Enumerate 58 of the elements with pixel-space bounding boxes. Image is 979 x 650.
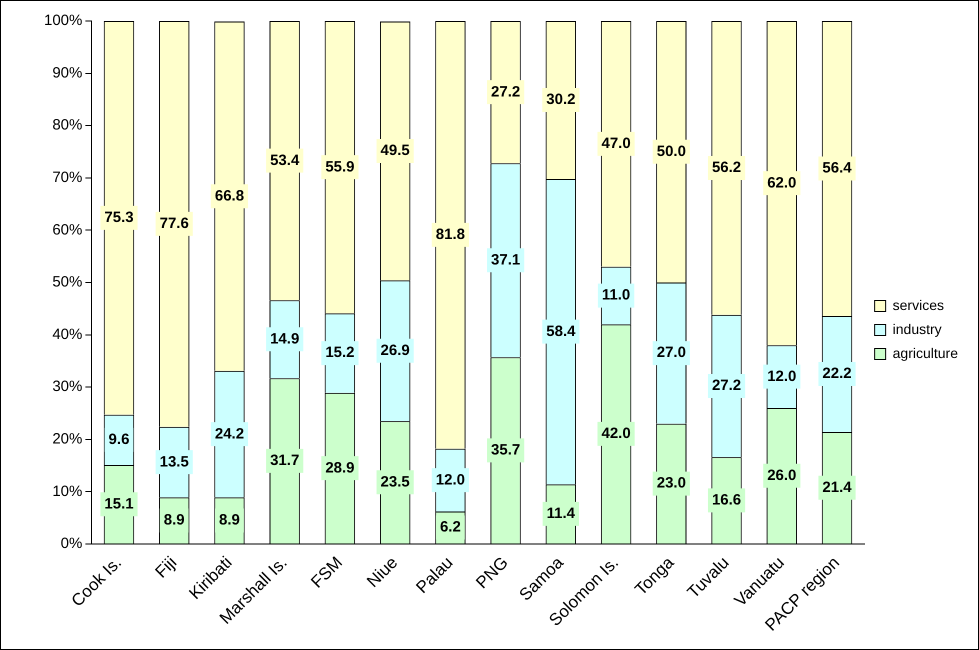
y-tick-label: 80% (52, 116, 82, 134)
x-tick-label: Niue (363, 552, 402, 592)
data-label: 31.7 (270, 452, 300, 469)
data-label: 28.9 (325, 459, 355, 476)
y-tick-label: 100% (44, 12, 82, 30)
data-label: 11.0 (602, 286, 630, 304)
data-label: 27.2 (491, 83, 520, 100)
data-label: 55.9 (325, 158, 355, 176)
legend-label: industry (892, 320, 942, 337)
data-label: 35.7 (491, 442, 520, 459)
data-label: 26.0 (767, 466, 796, 484)
data-label: 22.2 (822, 365, 852, 382)
data-label: 37.1 (491, 251, 520, 268)
legend-label: agriculture (892, 344, 958, 361)
data-label: 24.2 (214, 425, 244, 442)
data-label: 11.4 (546, 505, 576, 522)
y-tick-label: 50% (52, 274, 82, 291)
data-label: 12.0 (436, 471, 465, 488)
x-tick-label: Fiji (152, 552, 180, 582)
y-tick-label: 70% (52, 169, 82, 186)
data-label: 6.2 (440, 518, 461, 536)
data-label: 58.4 (546, 322, 576, 340)
data-label: 12.0 (767, 368, 796, 385)
data-label: 15.2 (325, 344, 355, 362)
y-tick-label: 40% (52, 326, 82, 343)
data-label: 66.8 (214, 187, 244, 204)
data-label: 56.4 (822, 160, 852, 177)
data-label: 21.4 (822, 478, 852, 496)
data-label: 23.0 (656, 474, 686, 492)
data-label: 8.9 (219, 512, 240, 529)
data-label: 77.6 (160, 215, 189, 232)
data-label: 16.6 (712, 491, 742, 508)
data-label: 47.0 (601, 135, 631, 152)
data-label: 13.5 (160, 453, 189, 470)
data-label: 27.2 (712, 377, 742, 394)
y-tick-label: 10% (52, 482, 82, 500)
data-label: 15.1 (104, 495, 134, 512)
legend-label: services (892, 296, 944, 313)
data-label: 23.5 (380, 473, 410, 490)
data-label: 30.2 (546, 91, 576, 108)
y-tick-label: 30% (52, 378, 82, 396)
data-label: 53.4 (270, 152, 300, 169)
y-tick-label: 0% (60, 535, 82, 552)
data-label: 27.0 (656, 344, 686, 362)
data-label: 14.9 (270, 330, 300, 348)
y-tick-label: 20% (52, 430, 82, 448)
y-tick-label: 90% (52, 64, 82, 82)
data-label: 50.0 (656, 142, 686, 160)
data-label: 81.8 (436, 226, 465, 244)
data-label: 62.0 (767, 174, 796, 192)
data-label: 42.0 (601, 425, 631, 442)
data-label: 49.5 (380, 142, 410, 160)
data-label: 9.6 (108, 431, 130, 448)
data-label: 26.9 (380, 342, 410, 359)
data-label: 56.2 (712, 159, 742, 176)
y-tick-label: 60% (52, 221, 82, 238)
data-label: 8.9 (164, 512, 185, 529)
data-label: 75.3 (104, 209, 134, 226)
